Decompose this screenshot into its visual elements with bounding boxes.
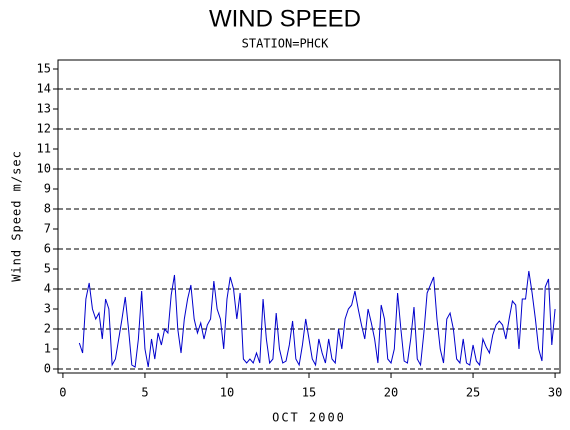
y-tick-label: 12	[37, 122, 51, 136]
y-tick-label: 9	[44, 182, 51, 196]
y-tick-label: 13	[37, 102, 51, 116]
plot-frame	[57, 59, 561, 374]
y-tick-label: 3	[44, 302, 51, 316]
x-tick-label: 20	[384, 386, 398, 400]
x-tick-label: 30	[548, 386, 562, 400]
y-tick-label: 5	[44, 262, 51, 276]
y-tick-label: 6	[44, 242, 51, 256]
x-tick-label: 10	[220, 386, 234, 400]
y-tick-label: 1	[44, 342, 51, 356]
x-tick-label: 0	[59, 386, 66, 400]
chart-subtitle: STATION=PHCK	[242, 37, 329, 51]
y-tick-label: 14	[37, 82, 51, 96]
y-tick-label: 7	[44, 222, 51, 236]
y-tick-label: 10	[37, 162, 51, 176]
y-tick-label: 8	[44, 202, 51, 216]
data-line	[78, 270, 556, 368]
x-tick-label: 25	[466, 386, 480, 400]
y-tick-label: 15	[37, 62, 51, 76]
y-tick-label: 11	[37, 142, 51, 156]
chart-title: WIND SPEED	[209, 5, 361, 32]
x-tick-label: 5	[141, 386, 148, 400]
y-tick-label: 0	[44, 362, 51, 376]
x-tick-label: 15	[302, 386, 316, 400]
y-tick-label: 2	[44, 322, 51, 336]
y-axis-label: Wind Speed m/sec	[10, 150, 24, 282]
y-tick-label: 4	[44, 282, 51, 296]
x-axis-label: OCT 2000	[272, 411, 346, 425]
